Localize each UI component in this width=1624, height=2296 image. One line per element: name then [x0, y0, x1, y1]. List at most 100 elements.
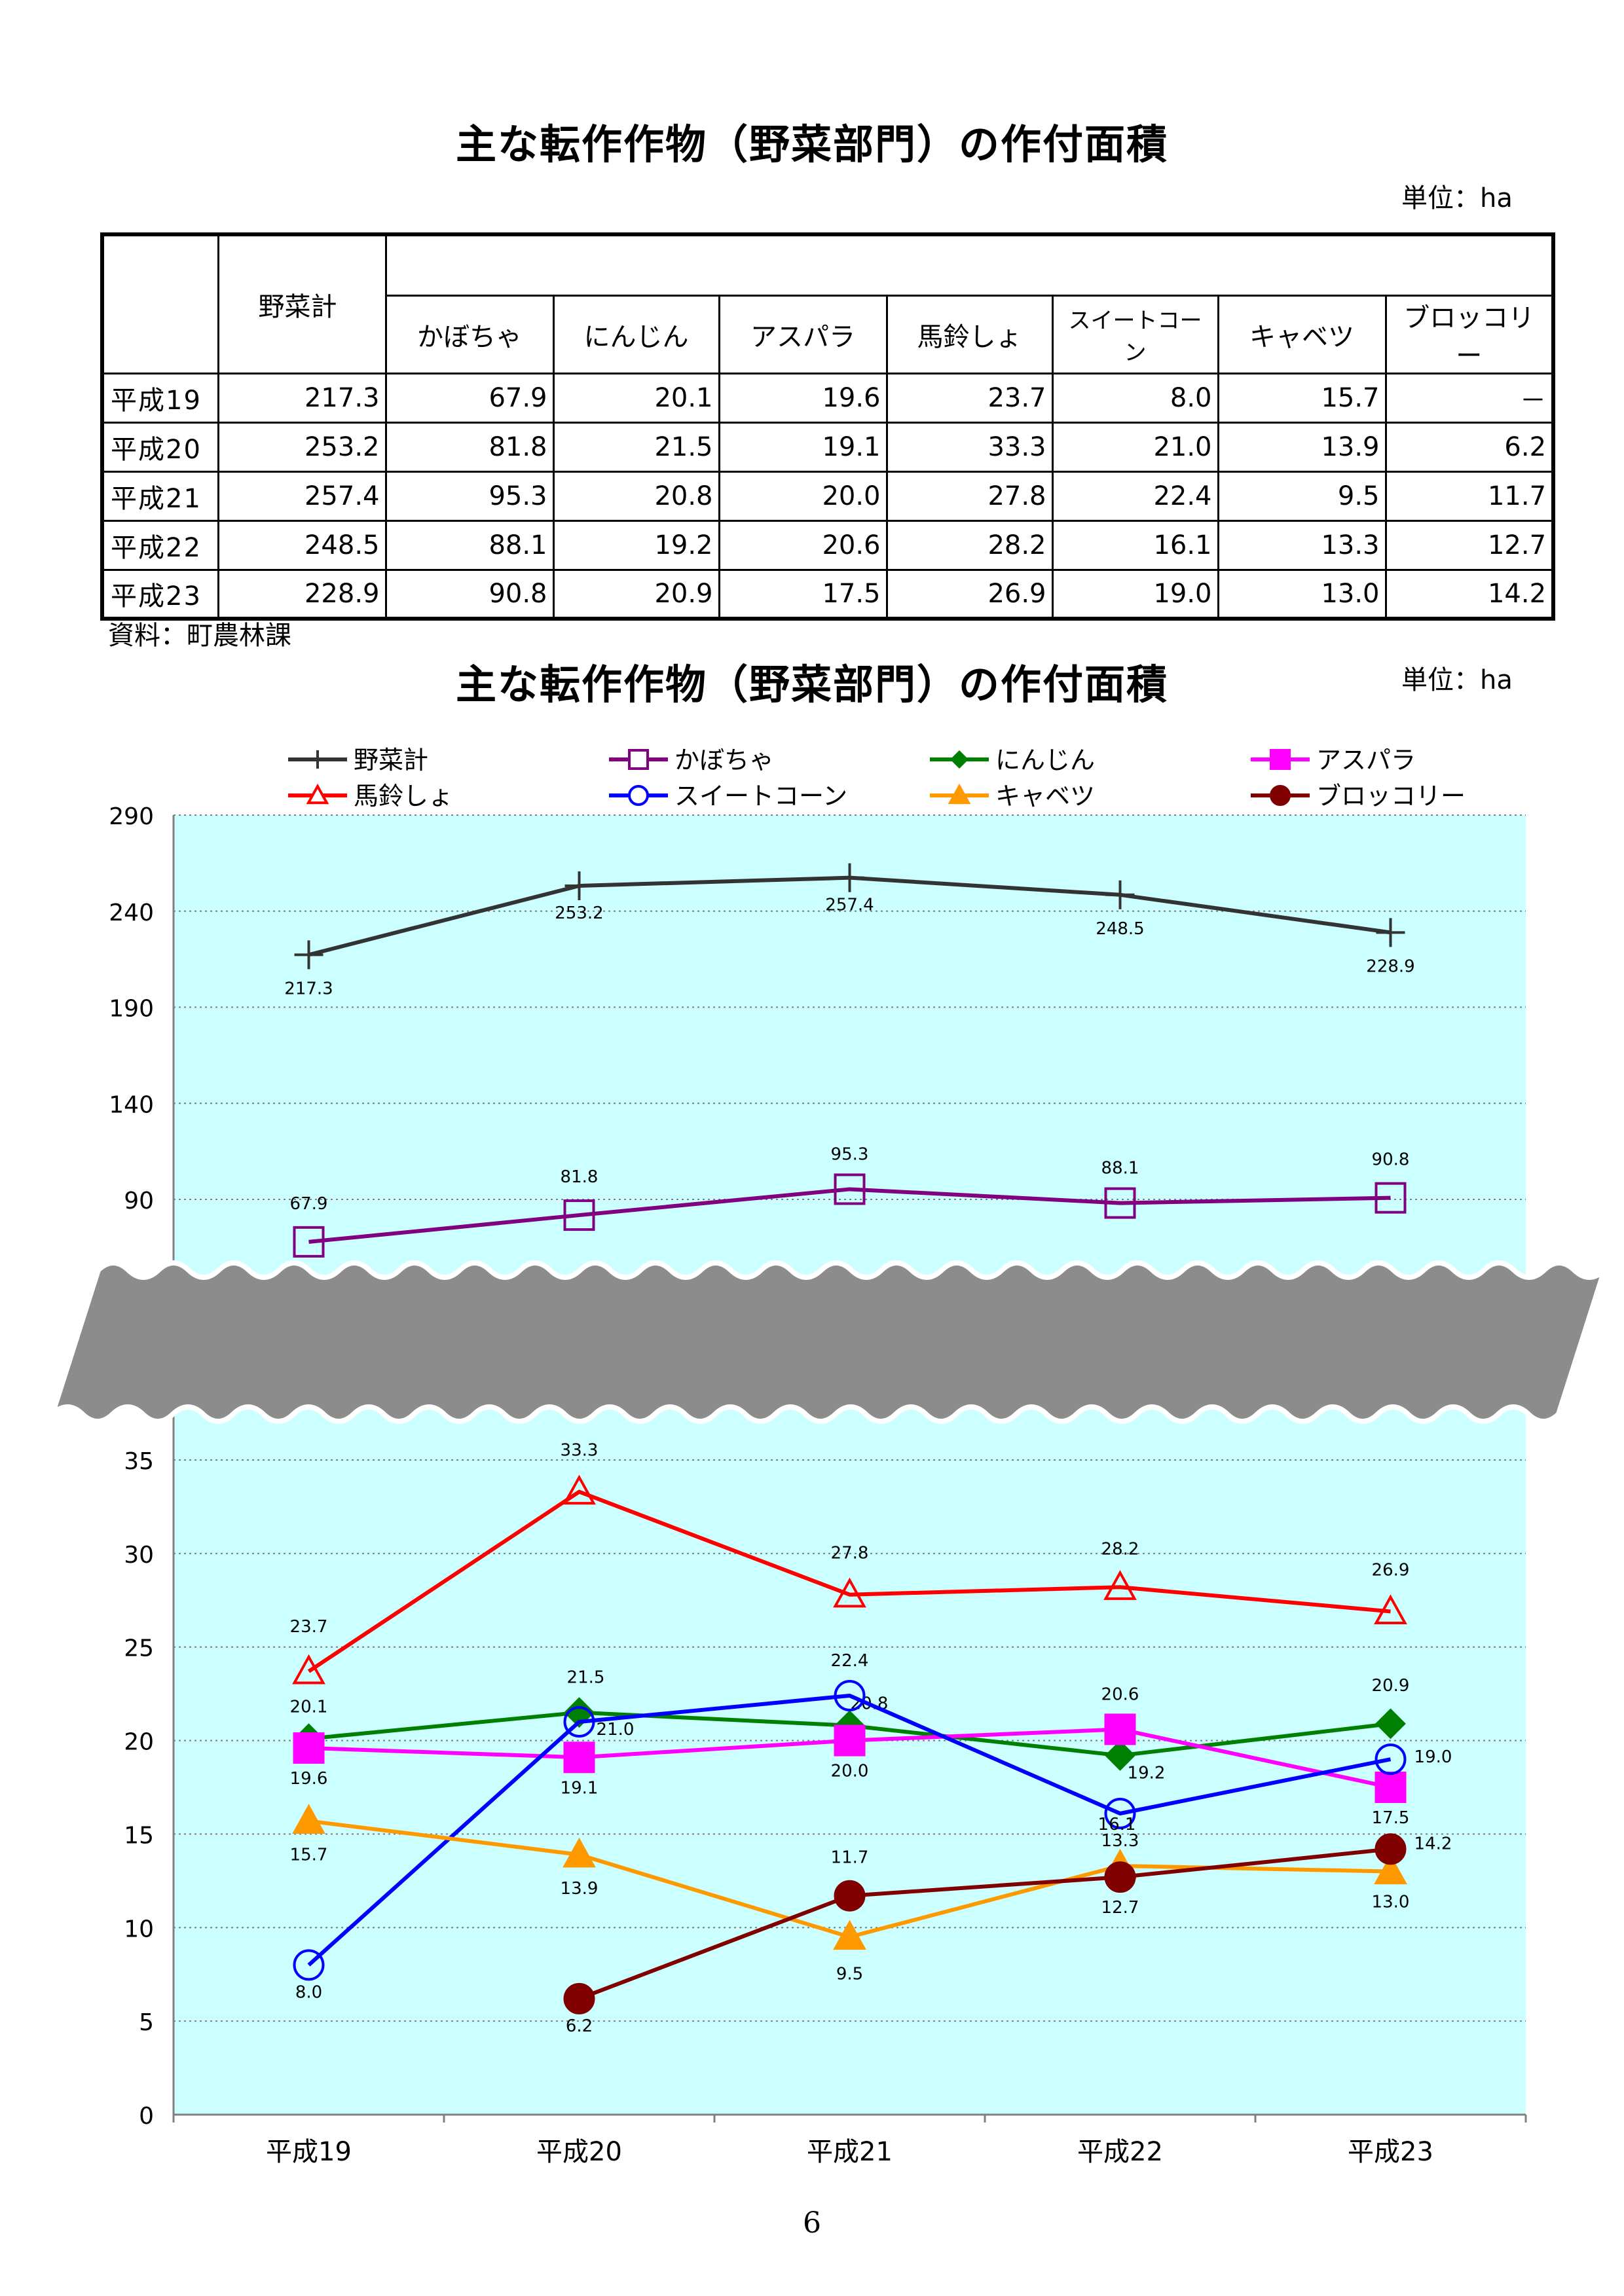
y-tick-label: 35: [124, 1448, 154, 1475]
value-cell: 20.9: [552, 568, 720, 620]
data-point-marker: [1375, 1833, 1407, 1865]
data-label: 20.9: [1372, 1676, 1410, 1696]
data-label: 19.1: [561, 1778, 599, 1798]
row-year-cell: 平成22: [101, 519, 219, 571]
x-tick-label: 平成19: [266, 2137, 352, 2167]
data-label: 13.3: [1101, 1831, 1139, 1851]
value-cell: 21.0: [1051, 421, 1219, 473]
data-point-marker: [1375, 1743, 1407, 1776]
data-point-marker: [833, 1577, 866, 1608]
value-cell: 20.1: [552, 372, 720, 424]
data-label: 20.0: [831, 1762, 869, 1781]
data-label: 257.4: [825, 896, 874, 915]
data-label: 13.0: [1372, 1893, 1410, 1912]
data-label: 253.2: [555, 903, 603, 923]
data-label: 17.5: [1372, 1808, 1410, 1828]
data-point-marker: [834, 1680, 866, 1711]
value-cell: 90.8: [384, 568, 555, 620]
data-label: 95.3: [831, 1144, 869, 1164]
axis-break-band: [50, 1260, 1607, 1424]
legend-marker: [306, 783, 329, 805]
row-year-cell: 平成20: [101, 421, 219, 473]
value-cell: 248.5: [217, 519, 387, 571]
plot-area: [174, 815, 1526, 2115]
value-cell: 13.3: [1217, 519, 1387, 571]
legend-marker: [628, 749, 649, 770]
y-tick-label: 15: [124, 1822, 154, 1849]
value-cell: 26.9: [885, 568, 1054, 620]
data-point-marker: [293, 1226, 325, 1258]
crop-header: にんじん: [552, 294, 720, 374]
y-tick-label: 290: [109, 803, 154, 830]
x-tick-label: 平成21: [807, 2137, 893, 2167]
y-tick-label: 140: [109, 1091, 154, 1118]
data-point-marker: [293, 1732, 325, 1764]
data-table: 野菜計 かぼちゃ にんじん アスパラ 馬鈴しょ スイートコーン キャベツ ブロッ…: [100, 232, 1556, 621]
legend-label: キャベツ: [995, 782, 1095, 811]
data-point-marker: [1103, 1570, 1137, 1600]
data-label: 16.1: [1098, 1815, 1136, 1834]
value-cell: 13.0: [1217, 568, 1387, 620]
data-point-marker: [292, 1804, 325, 1834]
data-label: 9.5: [836, 1965, 863, 1984]
value-cell: 23.7: [885, 372, 1054, 424]
data-point-marker: [1375, 1772, 1407, 1803]
corner-header-cell: [101, 233, 219, 374]
data-label: 14.2: [1414, 1834, 1452, 1853]
legend-label: ブロッコリー: [1316, 782, 1466, 811]
data-point-marker: [1374, 1854, 1407, 1885]
data-label: 23.7: [290, 1617, 328, 1637]
legend-marker: [1270, 785, 1291, 806]
data-label: 8.0: [295, 1982, 322, 2002]
x-tick-label: 平成20: [536, 2137, 622, 2167]
value-cell: 22.4: [1051, 470, 1219, 522]
value-cell: 253.2: [217, 421, 387, 473]
series-line-1: [308, 1187, 1391, 1244]
value-cell: 11.7: [1384, 470, 1555, 522]
data-point-marker: [1104, 1187, 1136, 1219]
data-label: 21.0: [597, 1720, 635, 1740]
crop-header: 馬鈴しょ: [885, 294, 1054, 374]
crop-header: ブロッコリー: [1384, 294, 1555, 374]
table-row: 平成21 257.4 95.3 20.8 20.0 27.8 22.4 9.5 11.7: [101, 470, 1555, 522]
value-cell: 19.2: [552, 519, 720, 571]
data-point-marker: [834, 1880, 866, 1912]
value-cell: 13.9: [1217, 421, 1387, 473]
data-label: 22.4: [831, 1651, 869, 1671]
data-point-marker: [563, 1706, 595, 1738]
series-line-7: [578, 1847, 1391, 2001]
data-label: 20.1: [290, 1698, 328, 1717]
data-point-marker: [563, 1741, 595, 1774]
value-cell: 67.9: [384, 372, 555, 424]
value-cell: 19.6: [718, 372, 888, 424]
data-label: 19.2: [1128, 1763, 1166, 1783]
source-note: 資料：町農林課: [108, 621, 291, 651]
data-label: 81.8: [561, 1167, 599, 1187]
value-cell: 217.3: [217, 372, 387, 424]
data-point-marker: [1376, 918, 1405, 947]
legend-marker: [948, 783, 971, 805]
table-body: 平成19 217.3 67.9 20.1 19.6 23.7 8.0 15.7 －平成20 253…: [101, 372, 1555, 620]
value-cell: 15.7: [1217, 372, 1387, 424]
legend-label: にんじん: [995, 746, 1095, 774]
value-cell: 20.8: [552, 470, 720, 522]
data-label: 13.9: [561, 1879, 599, 1899]
data-point-marker: [293, 1949, 325, 1981]
crop-header: スイートコーン: [1051, 294, 1219, 374]
y-tick-label: 240: [109, 900, 154, 926]
value-cell: 228.9: [217, 568, 387, 620]
value-cell: 20.6: [718, 519, 888, 571]
data-point-marker: [1104, 1861, 1136, 1893]
value-cell: 20.0: [718, 470, 888, 522]
data-label: 28.2: [1101, 1539, 1139, 1559]
value-cell: 14.2: [1384, 568, 1555, 620]
data-point-marker: [1104, 1798, 1136, 1829]
value-cell: 19.0: [1051, 568, 1219, 620]
value-cell: 9.5: [1217, 470, 1387, 522]
table-row: 平成19 217.3 67.9 20.1 19.6 23.7 8.0 15.7 －: [101, 372, 1555, 424]
chart-unit-label: 単位：ha: [1401, 665, 1513, 695]
y-tick-label: 30: [124, 1542, 154, 1569]
legend-label: スイートコーン: [674, 782, 847, 811]
data-label: 20.6: [1101, 1685, 1139, 1704]
